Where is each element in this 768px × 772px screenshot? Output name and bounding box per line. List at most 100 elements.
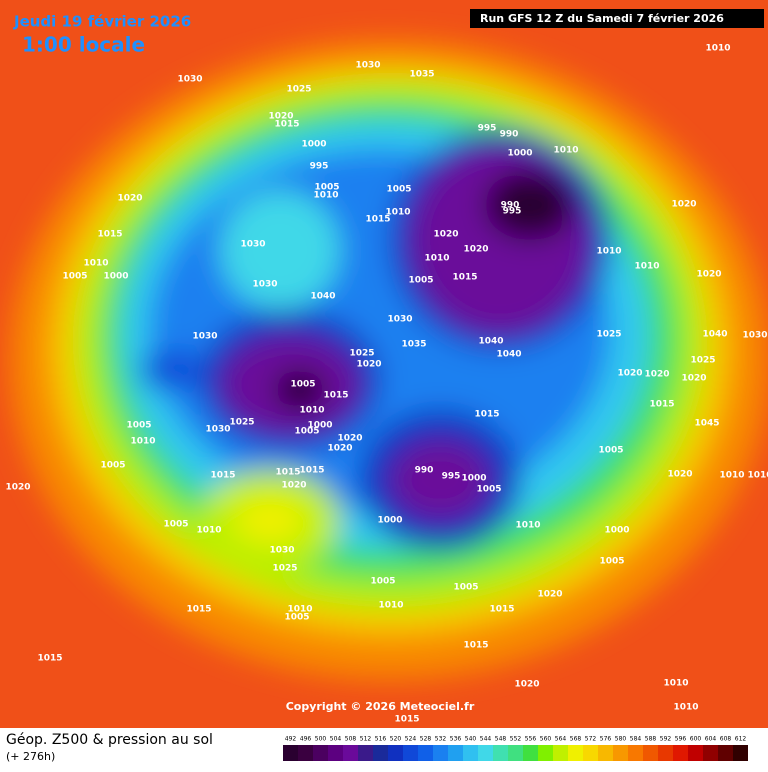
colorbar-swatch xyxy=(613,745,628,761)
pressure-label: 995 xyxy=(503,207,522,217)
pressure-label: 1020 xyxy=(671,200,696,210)
pressure-label: 1020 xyxy=(5,483,30,493)
colorbar-swatch xyxy=(688,745,703,761)
pressure-label: 1015 xyxy=(474,410,499,420)
pressure-label: 1010 xyxy=(196,526,221,536)
pressure-label: 1005 xyxy=(314,183,339,193)
pressure-label: 1030 xyxy=(252,280,277,290)
pressure-label: 1010 xyxy=(424,254,449,264)
pressure-label: 1020 xyxy=(617,369,642,379)
pressure-label: 1005 xyxy=(62,272,87,282)
colorbar-swatch xyxy=(523,745,538,761)
pressure-label: 1010 xyxy=(515,521,540,531)
pressure-label: 1015 xyxy=(97,230,122,240)
pressure-label: 1025 xyxy=(690,356,715,366)
colorbar-swatch xyxy=(283,745,298,761)
forecast-time: 1:00 locale xyxy=(22,33,145,57)
run-box xyxy=(470,9,764,28)
pressure-label: 1015 xyxy=(210,471,235,481)
pressure-label: 1030 xyxy=(387,315,412,325)
pressure-label: 1040 xyxy=(478,337,503,347)
colorbar-swatch xyxy=(703,745,718,761)
pressure-label: 1030 xyxy=(240,240,265,250)
pressure-label: 1015 xyxy=(323,391,348,401)
colorbar-swatch xyxy=(553,745,568,761)
pressure-label: 1025 xyxy=(596,330,621,340)
pressure-label: 1010 xyxy=(719,471,744,481)
colorbar-label: 496 xyxy=(300,736,312,743)
pressure-label: 1015 xyxy=(452,273,477,283)
pressure-label: 1025 xyxy=(349,349,374,359)
pressure-label: 1030 xyxy=(742,331,767,341)
pressure-label: 1000 xyxy=(301,140,326,150)
pressure-label: 990 xyxy=(501,201,520,211)
pressure-label: 1010 xyxy=(673,703,698,713)
pressure-label: 990 xyxy=(415,466,434,476)
pressure-label: 1015 xyxy=(275,468,300,478)
pressure-label: 1010 xyxy=(378,601,403,611)
pressure-label: 1010 xyxy=(634,262,659,272)
colorbar-label: 524 xyxy=(405,736,417,743)
colorbar-label: 560 xyxy=(540,736,552,743)
colorbar-label: 556 xyxy=(525,736,537,743)
colorbar-label: 536 xyxy=(450,736,462,743)
colorbar-label: 528 xyxy=(420,736,432,743)
pressure-label: 1005 xyxy=(126,421,151,431)
pressure-label: 1015 xyxy=(394,715,419,725)
pressure-label: 1025 xyxy=(272,564,297,574)
pressure-label: 1010 xyxy=(553,146,578,156)
colorbar-swatch xyxy=(538,745,553,761)
colorbar-swatch xyxy=(403,745,418,761)
pressure-label: 1020 xyxy=(514,680,539,690)
pressure-label: 1045 xyxy=(694,419,719,429)
pressure-label: 1010 xyxy=(83,259,108,269)
pressure-label: 1005 xyxy=(290,380,315,390)
colorbar-label: 572 xyxy=(585,736,597,743)
colorbar-label: 520 xyxy=(390,736,402,743)
pressure-label: 995 xyxy=(442,472,461,482)
colorbar-swatch xyxy=(493,745,508,761)
pressure-label: 1005 xyxy=(386,185,411,195)
colorbar-label: 584 xyxy=(630,736,642,743)
pressure-label: 1030 xyxy=(177,75,202,85)
colorbar-swatch xyxy=(568,745,583,761)
header: Jeudi 19 février 2026 1:00 locale Run GF… xyxy=(13,9,764,57)
pressure-label: 1030 xyxy=(205,425,230,435)
footer-title: Géop. Z500 & pression au sol xyxy=(6,732,213,748)
colorbar-swatch xyxy=(583,745,598,761)
colorbar-swatch xyxy=(418,745,433,761)
colorbar-swatch xyxy=(313,745,328,761)
colorbar-swatch xyxy=(358,745,373,761)
colorbar-swatch xyxy=(673,745,688,761)
colorbar-label: 500 xyxy=(315,736,327,743)
colorbar-swatch xyxy=(298,745,313,761)
pressure-label: 1030 xyxy=(192,332,217,342)
colorbar: 492 496 500 504 508 512 516 520 524 528 532 536 540 5… xyxy=(283,736,748,761)
pressure-label: 1040 xyxy=(702,330,727,340)
pressure-label: 1020 xyxy=(327,444,352,454)
pressure-label: 1010 xyxy=(287,605,312,615)
pressure-label: 1010 xyxy=(130,437,155,447)
pressure-label: 1015 xyxy=(649,400,674,410)
colorbar-swatch xyxy=(463,745,478,761)
pressure-label: 1005 xyxy=(294,427,319,437)
pressure-label: 1025 xyxy=(229,418,254,428)
colorbar-swatch xyxy=(658,745,673,761)
colorbar-swatch xyxy=(718,745,733,761)
pressure-label: 1020 xyxy=(117,194,142,204)
pressure-label: 1040 xyxy=(310,292,335,302)
footer-lead: (+ 276h) xyxy=(6,750,55,763)
pressure-label: 1000 xyxy=(377,516,402,526)
colorbar-swatch xyxy=(388,745,403,761)
colorbar-label: 552 xyxy=(510,736,522,743)
pressure-label: 995 xyxy=(478,124,497,134)
pressure-label: 1000 xyxy=(461,474,486,484)
pressure-label: 1030 xyxy=(355,61,380,71)
pressure-label: 1015 xyxy=(274,120,299,130)
colorbar-swatch xyxy=(433,745,448,761)
pressure-labels: 1030103010351025102010151000995100510101… xyxy=(5,44,768,725)
pressure-label: 1000 xyxy=(103,272,128,282)
colorbar-label: 492 xyxy=(285,736,297,743)
pressure-label: 1000 xyxy=(307,421,332,431)
pressure-label: 1000 xyxy=(507,149,532,159)
